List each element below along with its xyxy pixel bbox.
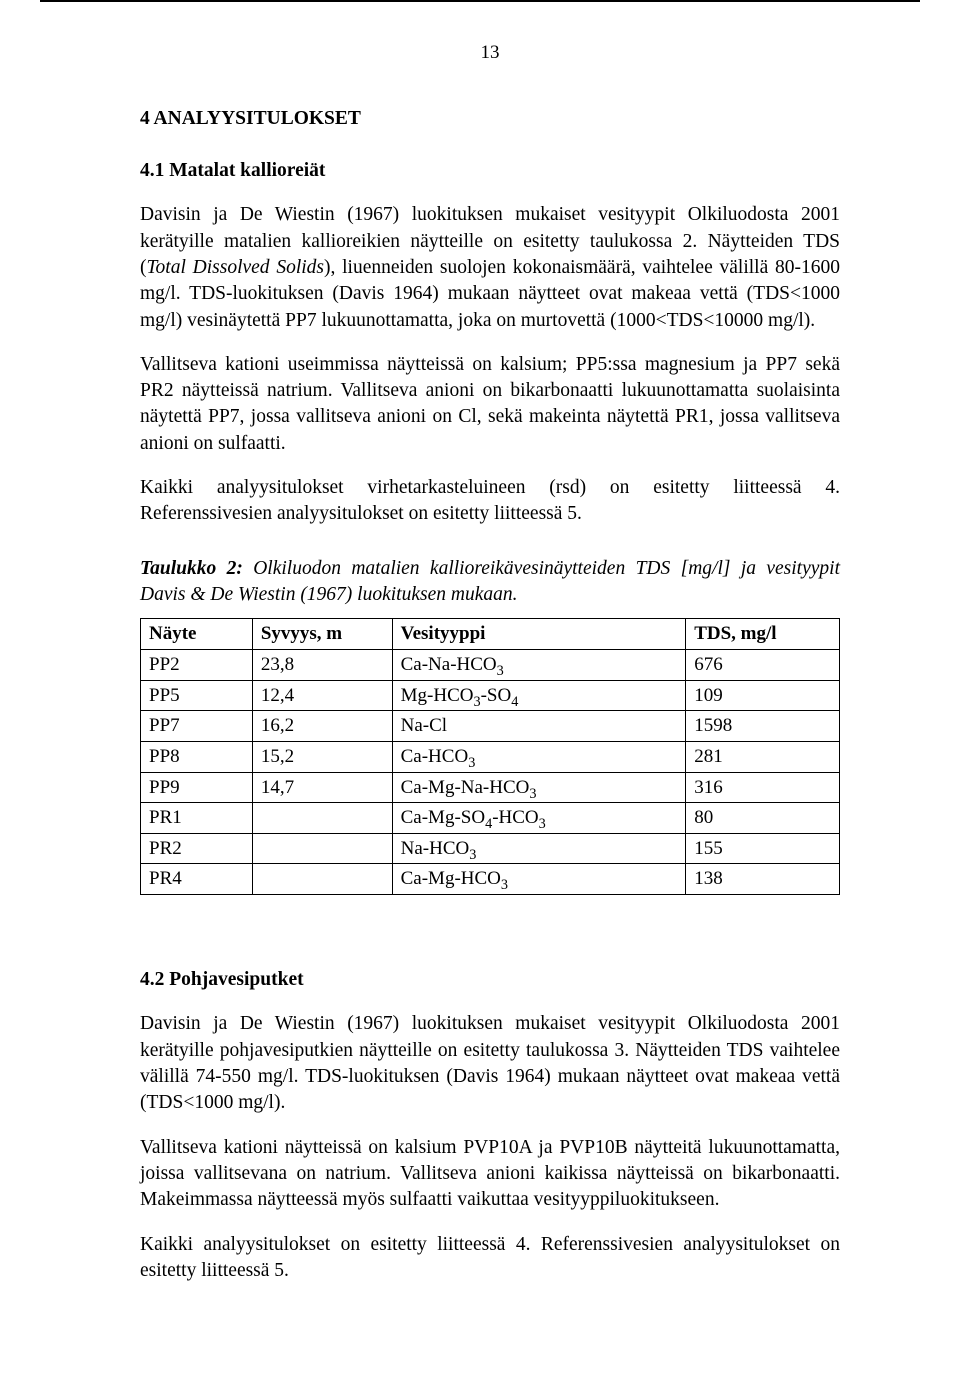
table-row: PP2 23,8 Ca-Na-HCO3 676: [141, 649, 840, 680]
cell: 12,4: [252, 680, 392, 711]
cell: PP9: [141, 772, 253, 803]
cell: PR1: [141, 803, 253, 834]
table-row: PP9 14,7 Ca-Mg-Na-HCO3 316: [141, 772, 840, 803]
cell: 80: [686, 803, 840, 834]
page-number: 13: [140, 40, 840, 66]
cell: PR2: [141, 833, 253, 864]
caption-label: Taulukko 2:: [140, 558, 243, 579]
cell: PP5: [141, 680, 253, 711]
page: 13 4 ANALYYSITULOKSET 4.1 Matalat kallio…: [0, 0, 960, 1373]
cell: 15,2: [252, 741, 392, 772]
paragraph-5: Vallitseva kationi näytteissä on kalsium…: [140, 1135, 840, 1214]
paragraph-1: Davisin ja De Wiestin (1967) luokituksen…: [140, 202, 840, 334]
cell: [252, 803, 392, 834]
table-row: PP8 15,2 Ca-HCO3 281: [141, 741, 840, 772]
section-gap: [140, 905, 840, 941]
cell: 281: [686, 741, 840, 772]
cell: Mg-HCO3-SO4: [392, 680, 686, 711]
paragraph-6: Kaikki analyysitulokset on esitetty liit…: [140, 1232, 840, 1285]
col-nayte: Näyte: [141, 619, 253, 650]
table-header-row: Näyte Syvyys, m Vesityyppi TDS, mg/l: [141, 619, 840, 650]
cell: PP2: [141, 649, 253, 680]
table-row: PR2 Na-HCO3 155: [141, 833, 840, 864]
section-heading: 4 ANALYYSITULOKSET: [140, 106, 840, 132]
cell: 14,7: [252, 772, 392, 803]
cell: PR4: [141, 864, 253, 895]
cell: 316: [686, 772, 840, 803]
cell: 109: [686, 680, 840, 711]
cell: 16,2: [252, 711, 392, 742]
table-2-caption: Taulukko 2: Olkiluodon matalien kalliore…: [140, 556, 840, 609]
cell: 155: [686, 833, 840, 864]
cell: PP8: [141, 741, 253, 772]
paragraph-2: Vallitseva kationi useimmissa näytteissä…: [140, 352, 840, 457]
paragraph-4: Davisin ja De Wiestin (1967) luokituksen…: [140, 1011, 840, 1116]
cell: Ca-HCO3: [392, 741, 686, 772]
cell: 676: [686, 649, 840, 680]
cell: 23,8: [252, 649, 392, 680]
table-2: Näyte Syvyys, m Vesityyppi TDS, mg/l PP2…: [140, 618, 840, 895]
subsection-heading-4-2: 4.2 Pohjavesiputket: [140, 967, 840, 993]
col-tds: TDS, mg/l: [686, 619, 840, 650]
paragraph-3: Kaikki analyysitulokset virhetarkastelui…: [140, 475, 840, 528]
table-row: PR1 Ca-Mg-SO4-HCO3 80: [141, 803, 840, 834]
cell: 1598: [686, 711, 840, 742]
cell: [252, 833, 392, 864]
cell: Ca-Na-HCO3: [392, 649, 686, 680]
col-syvyys: Syvyys, m: [252, 619, 392, 650]
caption-rest: Olkiluodon matalien kallioreikävesinäytt…: [140, 558, 840, 605]
cell: Ca-Mg-HCO3: [392, 864, 686, 895]
top-rule: [40, 0, 920, 2]
cell: Na-Cl: [392, 711, 686, 742]
cell: Ca-Mg-Na-HCO3: [392, 772, 686, 803]
cell: Ca-Mg-SO4-HCO3: [392, 803, 686, 834]
table-row: PR4 Ca-Mg-HCO3 138: [141, 864, 840, 895]
cell: PP7: [141, 711, 253, 742]
table-row: PP7 16,2 Na-Cl 1598: [141, 711, 840, 742]
cell: [252, 864, 392, 895]
cell: 138: [686, 864, 840, 895]
subsection-heading-4-1: 4.1 Matalat kallioreiät: [140, 158, 840, 184]
table-row: PP5 12,4 Mg-HCO3-SO4 109: [141, 680, 840, 711]
cell: Na-HCO3: [392, 833, 686, 864]
col-vesityyppi: Vesityyppi: [392, 619, 686, 650]
